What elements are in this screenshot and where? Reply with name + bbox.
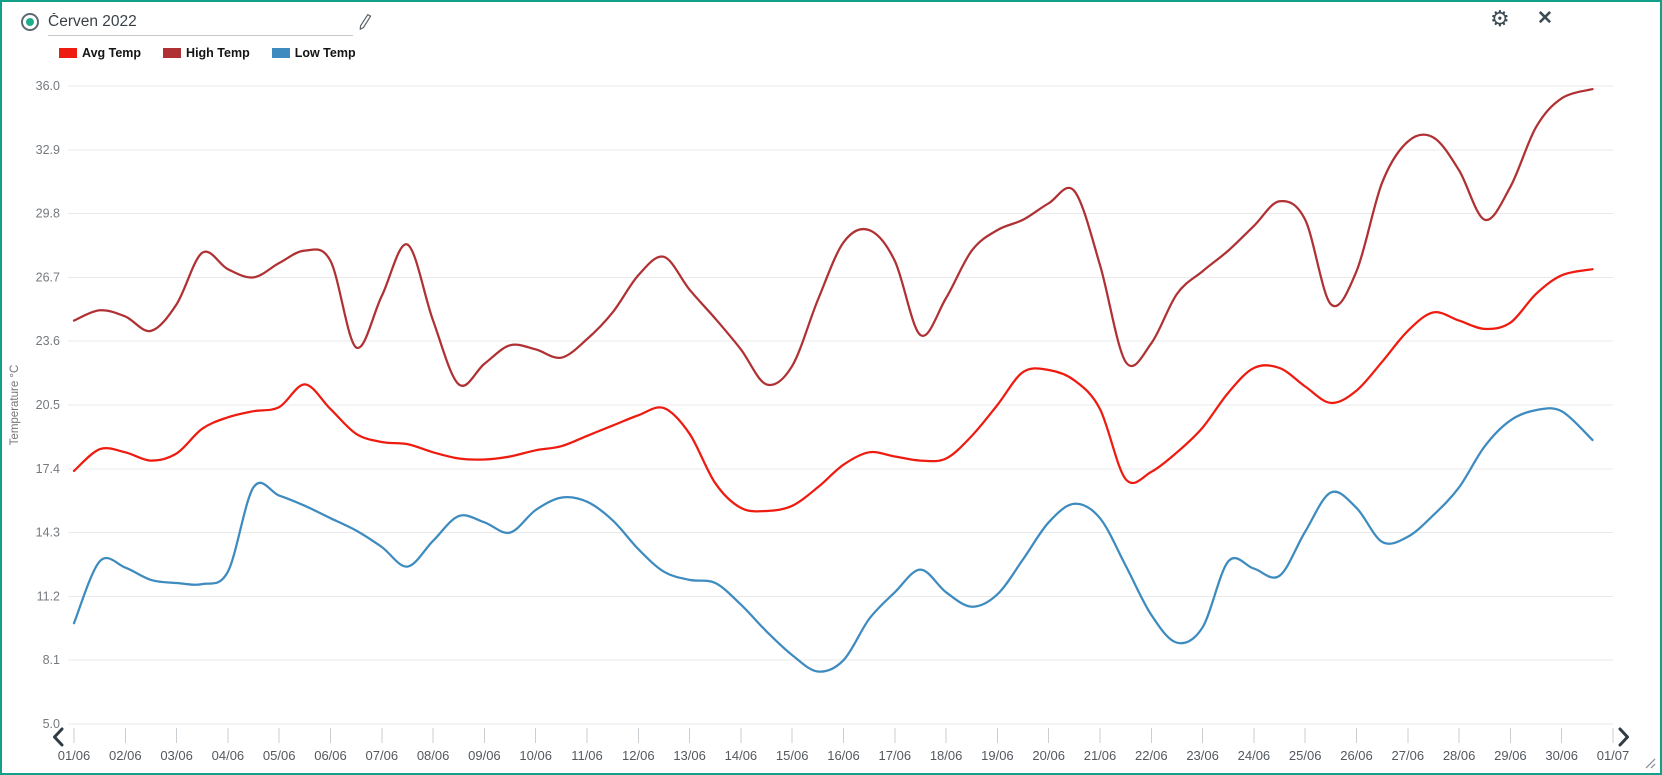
x-axis-tick-label: 23/06 (1186, 748, 1219, 763)
x-axis-tick-label: 03/06 (160, 748, 193, 763)
x-axis-tick-label: 05/06 (263, 748, 296, 763)
chevron-right-icon (1618, 727, 1629, 747)
x-axis-tick-label: 04/06 (212, 748, 245, 763)
x-axis-tick-label: 29/06 (1494, 748, 1527, 763)
legend-label-high: High Temp (186, 46, 250, 60)
resize-handle[interactable] (1643, 756, 1657, 770)
y-axis-tick-label: 29.8 (36, 207, 60, 221)
x-axis-tick-label: 07/06 (366, 748, 399, 763)
x-axis-tick-label: 20/06 (1032, 748, 1065, 763)
chevron-left-icon (53, 727, 64, 747)
y-axis-tick-label: 11.2 (37, 589, 60, 603)
x-axis-tick-label: 18/06 (930, 748, 963, 763)
pencil-icon (359, 14, 372, 30)
series-line-low-temp (72, 407, 1594, 673)
x-axis-tick-label: 25/06 (1289, 748, 1322, 763)
legend-item-high-temp[interactable]: High Temp (163, 46, 250, 60)
x-axis-tick-label: 11/06 (571, 748, 603, 763)
legend-label-avg: Avg Temp (82, 46, 142, 60)
legend-item-avg-temp[interactable]: Avg Temp (59, 46, 141, 60)
scroll-left-button[interactable] (49, 727, 67, 749)
legend-item-low-temp[interactable]: Low Temp (271, 46, 356, 60)
edit-pencil-icon[interactable] (358, 13, 373, 33)
radio-icon[interactable] (21, 13, 39, 31)
radio-dot-icon (26, 18, 34, 26)
y-axis-tick-label: 14.3 (36, 526, 60, 540)
x-axis-tick-label: 13/06 (673, 748, 706, 763)
x-axis-tick-label: 24/06 (1238, 748, 1271, 763)
series-line-avg-temp (72, 268, 1594, 513)
x-axis-tick-label: 01/06 (58, 748, 91, 763)
x-axis-tick-label: 26/06 (1340, 748, 1373, 763)
x-axis-tick-label: 02/06 (109, 748, 142, 763)
legend-swatch-avg (59, 48, 77, 58)
x-axis-tick-label: 30/06 (1545, 748, 1578, 763)
y-axis-tick-label: 23.6 (36, 334, 60, 348)
settings-gear-icon[interactable]: ⚙ (1490, 6, 1510, 31)
close-icon[interactable]: ✕ (1537, 8, 1553, 29)
series-line-high-temp (72, 87, 1594, 387)
y-axis-tick-label: 32.9 (36, 143, 60, 157)
x-axis-tick-label: 21/06 (1084, 748, 1117, 763)
x-axis-tick-label: 28/06 (1443, 748, 1476, 763)
x-axis-tick-label: 19/06 (981, 748, 1014, 763)
x-axis-tick-label: 17/06 (879, 748, 912, 763)
x-axis-tick-label: 14/06 (725, 748, 758, 763)
x-axis-tick-label: 27/06 (1392, 748, 1425, 763)
y-axis-tick-label: 17.4 (36, 462, 60, 476)
x-axis-tick-label: 22/06 (1135, 748, 1168, 763)
x-axis-tick-label: 16/06 (827, 748, 860, 763)
legend-label-low: Low Temp (294, 46, 356, 60)
scroll-right-button[interactable] (1615, 727, 1633, 749)
legend: Avg Temp High Temp Low Temp (59, 46, 356, 60)
y-axis-tick-label: 36.0 (36, 79, 60, 93)
x-axis-tick-label: 10/06 (519, 748, 552, 763)
x-axis-tick-label: 09/06 (468, 748, 501, 763)
y-axis-tick-label: 20.5 (36, 398, 60, 412)
y-axis-tick-label: 26.7 (36, 270, 60, 284)
x-axis-tick-label: 01/07 (1597, 748, 1630, 763)
x-axis-tick-label: 08/06 (417, 748, 450, 763)
y-axis-tick-label: 8.1 (43, 653, 60, 667)
chart-title-input[interactable] (48, 9, 353, 36)
resize-grip-icon (1645, 758, 1656, 769)
y-axis-tick-label: 5.0 (43, 717, 60, 731)
y-axis-title: Temperature °C (9, 365, 21, 446)
legend-swatch-low (271, 48, 290, 58)
legend-swatch-high (163, 48, 182, 58)
x-axis-tick-label: 06/06 (314, 748, 347, 763)
x-axis-tick-label: 15/06 (776, 748, 809, 763)
x-axis-tick-label: 12/06 (622, 748, 655, 763)
